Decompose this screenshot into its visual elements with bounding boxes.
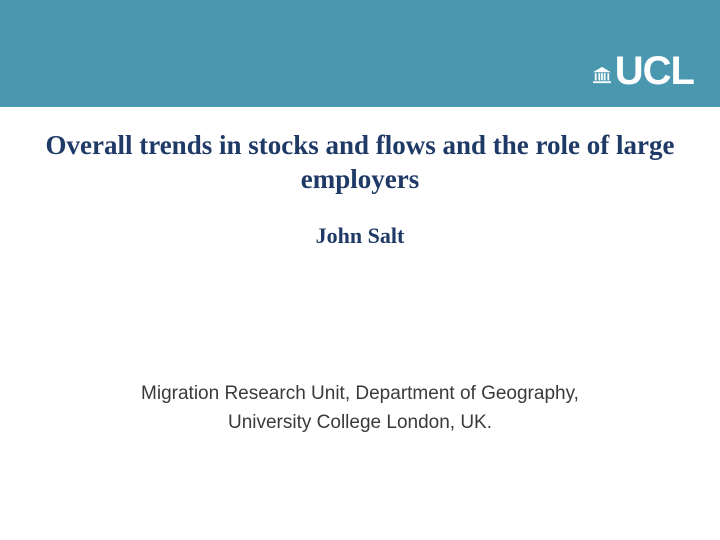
affiliation: Migration Research Unit, Department of G… <box>40 379 680 438</box>
author-name: John Salt <box>40 223 680 249</box>
ucl-logo: UCL <box>593 51 694 91</box>
header-bar: UCL <box>0 0 720 107</box>
slide-content: Overall trends in stocks and flows and t… <box>0 107 720 437</box>
affiliation-line2: University College London, UK. <box>40 408 680 437</box>
affiliation-line1: Migration Research Unit, Department of G… <box>40 379 680 408</box>
slide-title: Overall trends in stocks and flows and t… <box>40 129 680 197</box>
ucl-portico-icon <box>593 66 611 84</box>
ucl-logo-text: UCL <box>615 51 694 91</box>
